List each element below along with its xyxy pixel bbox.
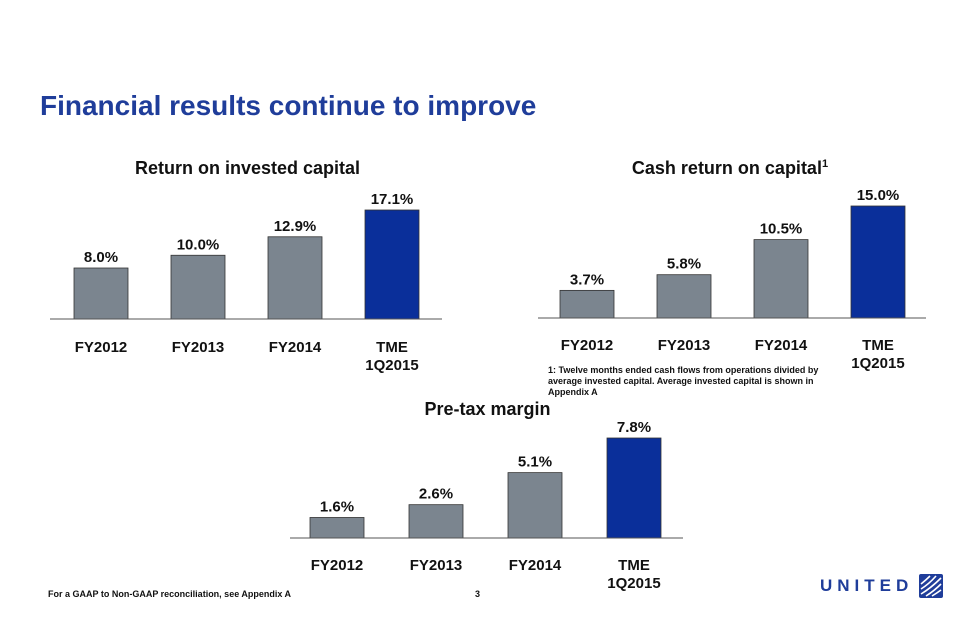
roic-data-label-0: 8.0% xyxy=(84,249,118,266)
cash-roc-bar-2 xyxy=(753,239,809,319)
roic-bar-2 xyxy=(267,236,323,320)
pretax-bar-0 xyxy=(309,517,365,539)
pretax-category-label-1: FY2013 xyxy=(410,557,463,574)
cash-roc-data-label-2: 10.5% xyxy=(760,221,803,238)
pretax-chart-title: Pre-tax margin xyxy=(300,399,675,420)
pretax-bar-3 xyxy=(606,437,662,539)
united-logo: UNITED xyxy=(820,574,944,598)
page-title: Financial results continue to improve xyxy=(40,90,537,121)
cash-roc-category-label-2: FY2014 xyxy=(755,337,808,354)
pretax-chart: 1.6% FY2012 2.6% FY2013 5.1% FY2014 7.8% TME 1Q2… xyxy=(290,419,683,592)
roic-chart-title-text: Return on invested capital xyxy=(134,158,361,178)
pretax-category-label-2: FY2014 xyxy=(509,557,562,574)
cash-roc-category-label-0: FY2012 xyxy=(561,337,614,354)
roic-data-label-1: 10.0% xyxy=(177,236,220,253)
roic-data-label-3: 17.1% xyxy=(371,191,414,208)
cash-roc-data-label-3: 15.0% xyxy=(857,187,900,204)
cash-roc-bar-0 xyxy=(559,289,615,319)
cash-roc-chart-title-sup: 1 xyxy=(821,158,829,170)
roic-data-label-2: 12.9% xyxy=(274,218,317,235)
pretax-category-label-3: TME 1Q2015 xyxy=(607,557,660,592)
page-number: 3 xyxy=(475,589,481,599)
pretax-data-label-2: 5.1% xyxy=(518,454,552,471)
cash-roc-data-label-0: 3.7% xyxy=(570,271,604,288)
pretax-chart-title-text: Pre-tax margin xyxy=(424,399,551,419)
roic-category-label-3: TME 1Q2015 xyxy=(365,339,418,374)
cash-roc-chart-title-text: Cash return on capital xyxy=(631,158,822,178)
pretax-data-label-0: 1.6% xyxy=(320,498,354,515)
roic-category-label-1: FY2013 xyxy=(172,339,225,356)
roic-chart-title: Return on invested capital xyxy=(60,158,435,179)
roic-bar-3 xyxy=(364,209,420,320)
roic-chart: 8.0% FY2012 10.0% FY2013 12.9% FY2014 17.1% TME… xyxy=(50,191,442,374)
cash-roc-chart: 3.7% FY2012 5.8% FY2013 10.5% FY2014 15.0% TME 1… xyxy=(538,187,926,372)
cash-roc-chart-title: Cash return on capital1 xyxy=(540,158,920,179)
roic-bar-0 xyxy=(73,267,129,320)
roic-bar-1 xyxy=(170,254,226,320)
cash-roc-category-label-3: TME 1Q2015 xyxy=(851,337,904,372)
pretax-bar-1 xyxy=(408,504,464,539)
pretax-data-label-1: 2.6% xyxy=(419,486,453,503)
cash-roc-footnote: 1: Twelve months ended cash flows from o… xyxy=(548,365,819,397)
united-globe-icon xyxy=(919,574,944,598)
roic-category-label-2: FY2014 xyxy=(269,339,322,356)
gaap-reconciliation-note: For a GAAP to Non-GAAP reconciliation, s… xyxy=(48,589,292,599)
united-logo-text: UNITED xyxy=(820,576,914,595)
cash-roc-category-label-1: FY2013 xyxy=(658,337,711,354)
pretax-bar-2 xyxy=(507,472,563,539)
cash-roc-bar-3 xyxy=(850,205,906,319)
pretax-category-label-0: FY2012 xyxy=(311,557,364,574)
roic-category-label-0: FY2012 xyxy=(75,339,128,356)
cash-roc-bar-1 xyxy=(656,274,712,319)
cash-roc-data-label-1: 5.8% xyxy=(667,256,701,273)
pretax-data-label-3: 7.8% xyxy=(617,419,651,436)
